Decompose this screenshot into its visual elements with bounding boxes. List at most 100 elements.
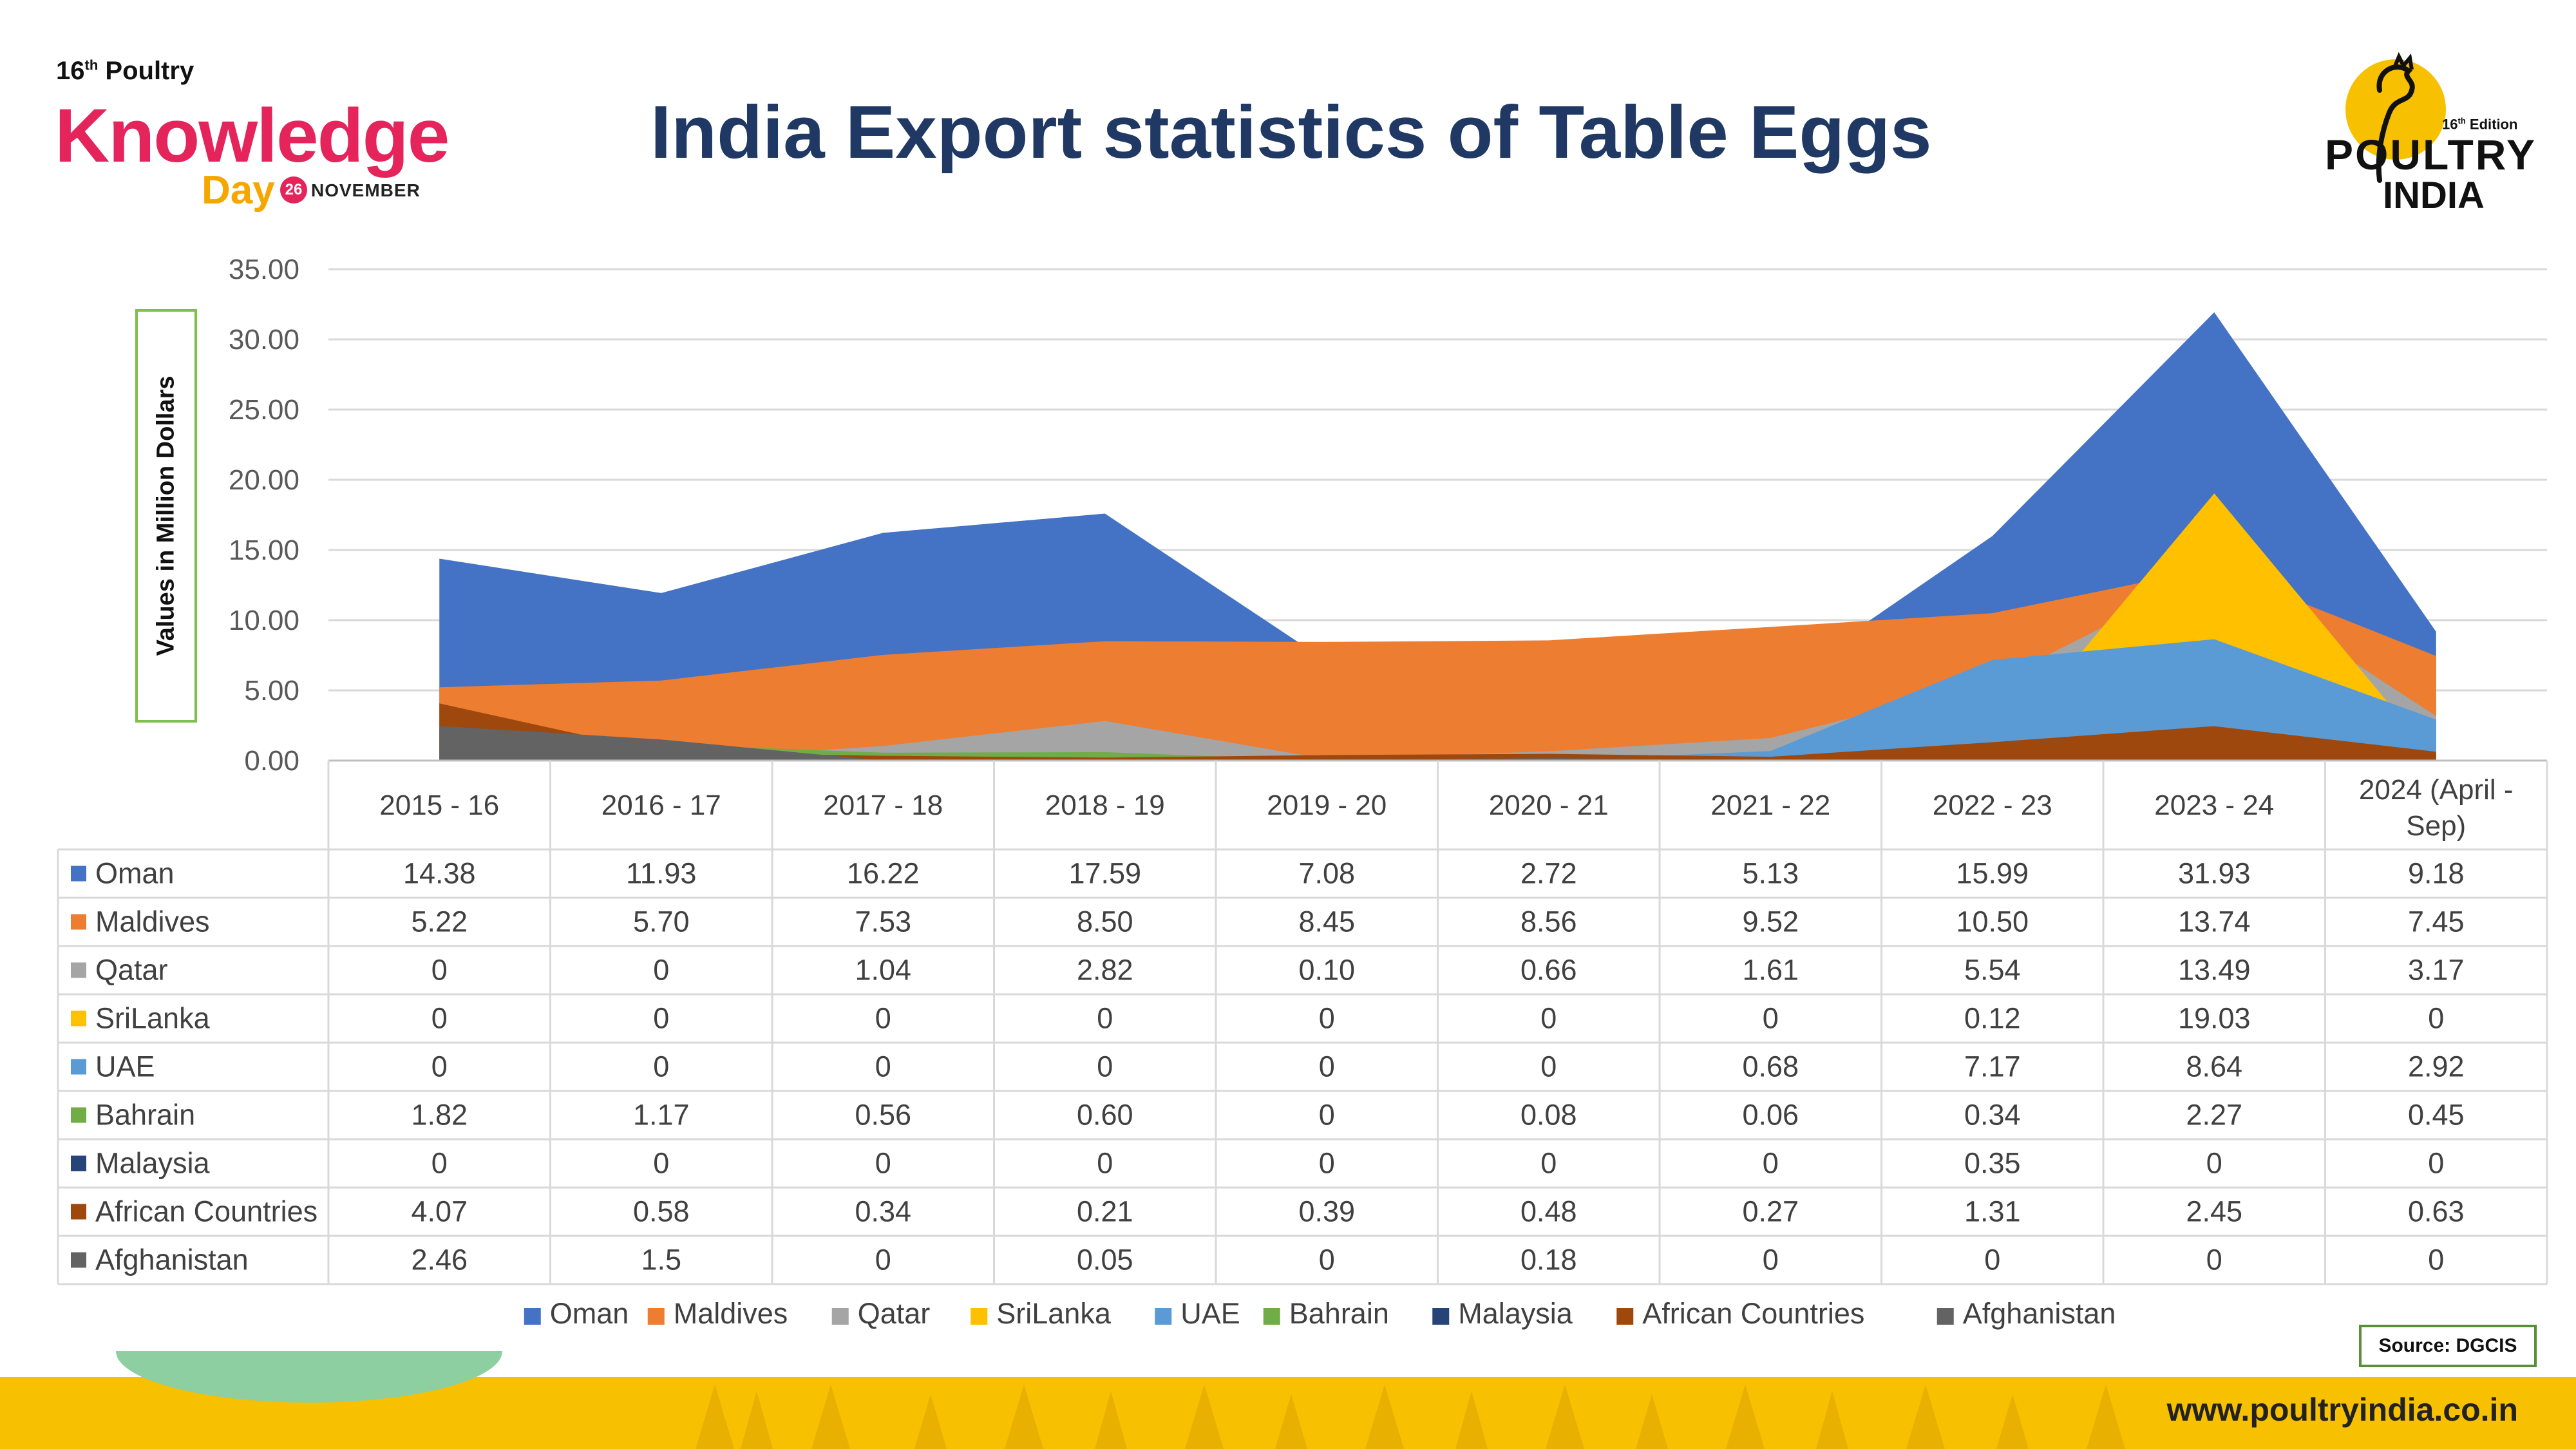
website-link[interactable]: www.poultryindia.co.in — [2166, 1392, 2518, 1428]
table-cell: 0 — [1097, 1050, 1113, 1083]
table-cell: 0 — [875, 1147, 891, 1180]
table-cell: 0 — [1319, 1050, 1335, 1083]
table-cell: 0.06 — [1742, 1099, 1799, 1132]
y-tick-label: 30.00 — [229, 324, 299, 355]
row-label: SriLanka — [95, 1002, 211, 1035]
table-cell: 7.17 — [1964, 1050, 2021, 1083]
table-cell: 0 — [1763, 1244, 1779, 1276]
table-cell: 8.56 — [1520, 905, 1577, 938]
table-cell: 2.27 — [2186, 1099, 2242, 1132]
area-bahrain — [439, 728, 2436, 761]
table-cell: 0.05 — [1077, 1244, 1133, 1276]
table-cell: 2.72 — [1520, 857, 1577, 890]
table-cell: 0.39 — [1298, 1195, 1355, 1228]
table-cell: 0 — [653, 1002, 669, 1035]
y-tick-label: 0.00 — [244, 745, 299, 777]
table-cell: 0 — [653, 1050, 669, 1083]
table-cell: 0 — [653, 1147, 669, 1180]
event-day: Day — [202, 168, 275, 213]
event-name: Knowledge — [55, 93, 450, 178]
table-cell: 0.45 — [2408, 1099, 2465, 1132]
table-cell: 0 — [431, 1002, 448, 1035]
row-swatch — [71, 1204, 86, 1220]
table-cell: 0 — [2428, 1147, 2444, 1180]
table-cell: 0.63 — [2408, 1195, 2465, 1228]
table-cell: 0 — [1097, 1147, 1113, 1180]
x-tick-label: 2018 - 19 — [1045, 790, 1165, 821]
table-cell: 2.82 — [1077, 954, 1133, 987]
table-cell: 0.34 — [855, 1195, 911, 1228]
legend-item: Maldives — [674, 1297, 788, 1330]
y-tick-labels: 0.00 5.00 10.00 15.00 20.00 25.00 30.00 35.00 — [229, 254, 299, 777]
table-cell: 0.27 — [1742, 1195, 1799, 1228]
table-cell: 0 — [1319, 1002, 1335, 1035]
legend-swatch — [647, 1308, 665, 1325]
brand-name: POULTRY — [2325, 131, 2537, 178]
row-swatch — [71, 1010, 86, 1027]
legend-item: African Countries — [1642, 1297, 1864, 1330]
event-month: NOVEMBER — [311, 180, 421, 200]
table-cell: 5.70 — [633, 905, 690, 938]
table-cell: 9.52 — [1742, 905, 1799, 938]
table-cell: 0.56 — [855, 1099, 911, 1132]
legend: Oman Maldives Qatar SriLanka UAE Bahrain Malay… — [524, 1297, 2116, 1330]
table-cell: 0.48 — [1520, 1195, 1577, 1228]
x-tick-label: 2017 - 18 — [823, 790, 943, 821]
table-cell: 1.82 — [411, 1099, 468, 1132]
table-cell: 8.50 — [1077, 905, 1133, 938]
row-swatch — [71, 1107, 86, 1123]
y-axis-title: Values in Million Dollars — [152, 375, 180, 656]
table-cell: 0 — [431, 1147, 448, 1180]
y-axis-title-box: Values in Million Dollars — [135, 309, 197, 723]
table-cell: 8.64 — [2186, 1050, 2242, 1083]
row-label: Malaysia — [95, 1147, 211, 1180]
table-cell: 0 — [1540, 1002, 1557, 1035]
table-cell: 5.22 — [411, 905, 468, 938]
y-tick-label: 20.00 — [229, 464, 299, 496]
table-cell: 0.66 — [1520, 954, 1577, 987]
table-cell: 0 — [1984, 1244, 2000, 1276]
table-cell: 4.07 — [411, 1195, 468, 1228]
table-cell: 0 — [2428, 1244, 2444, 1276]
x-tick-label: 2015 - 16 — [379, 790, 499, 821]
row-swatch — [71, 962, 86, 978]
row-swatch — [71, 914, 86, 930]
table-cell: 0.10 — [1298, 954, 1355, 987]
table-cell: 0.08 — [1520, 1099, 1577, 1132]
table-cell: 1.5 — [641, 1244, 681, 1276]
event-edition-label: 16th Poultry — [56, 57, 194, 85]
table-cell: 0 — [875, 1050, 891, 1083]
row-label: African Countries — [95, 1195, 317, 1228]
table-cell: 0 — [1097, 1002, 1113, 1035]
area-uae — [439, 639, 2436, 761]
table-cell: 0 — [1540, 1050, 1557, 1083]
row-label: Oman — [95, 857, 175, 890]
event-date-badge: 26 — [280, 176, 307, 204]
table-cell: 9.18 — [2408, 857, 2465, 890]
legend-item: Bahrain — [1289, 1297, 1389, 1330]
x-tick-label: 2022 - 23 — [1933, 790, 2052, 821]
legend-item: UAE — [1180, 1297, 1240, 1330]
table-cell: 0 — [431, 954, 448, 987]
legend-item: Oman — [550, 1297, 629, 1330]
source-note: Source: DGCIS — [2359, 1325, 2537, 1367]
legend-swatch — [1155, 1308, 1172, 1325]
area-african-countries — [439, 703, 2436, 761]
brand-country: INDIA — [2383, 175, 2485, 216]
table-cell: 19.03 — [2178, 1002, 2251, 1035]
legend-item: SriLanka — [996, 1297, 1112, 1330]
table-cell: 0.58 — [633, 1195, 690, 1228]
table-cell: 0 — [653, 954, 669, 987]
legend-swatch — [1937, 1308, 1954, 1325]
row-label: Bahrain — [95, 1099, 195, 1132]
table-cell: 13.49 — [2178, 954, 2251, 987]
table-cell: 2.45 — [2186, 1195, 2242, 1228]
table-cell: 0.68 — [1742, 1050, 1799, 1083]
legend-item: Qatar — [858, 1297, 931, 1330]
table-cell: 3.17 — [2408, 954, 2465, 987]
y-tick-label: 10.00 — [229, 605, 299, 636]
table-cell: 15.99 — [1956, 857, 2029, 890]
knowledge-day-logo: 16th Poultry Knowledge Day 26 NOVEMBER — [55, 57, 467, 213]
legend-swatch — [1263, 1308, 1280, 1325]
